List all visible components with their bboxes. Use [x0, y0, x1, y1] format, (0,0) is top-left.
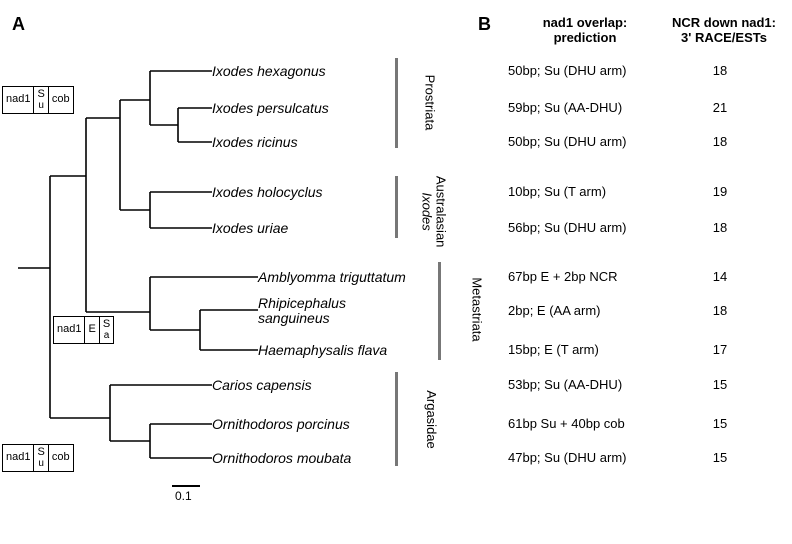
species-9: Ornithodoros porcinus	[212, 416, 350, 432]
row-1-ncr: 21	[700, 100, 740, 115]
row-4-ncr: 18	[700, 220, 740, 235]
species-2: Ixodes ricinus	[212, 134, 298, 150]
row-6-overlap: 2bp; E (AA arm)	[508, 303, 600, 318]
row-7-ncr: 17	[700, 342, 740, 357]
row-1-overlap: 59bp; Su (AA-DHU)	[508, 100, 622, 115]
species-1: Ixodes persulcatus	[212, 100, 329, 116]
row-9-overlap: 61bp Su + 40bp cob	[508, 416, 625, 431]
row-0-overlap: 50bp; Su (DHU arm)	[508, 63, 626, 78]
row-3-overlap: 10bp; Su (T arm)	[508, 184, 606, 199]
row-6-ncr: 18	[700, 303, 740, 318]
row-8-ncr: 15	[700, 377, 740, 392]
row-2-overlap: 50bp; Su (DHU arm)	[508, 134, 626, 149]
row-10-overlap: 47bp; Su (DHU arm)	[508, 450, 626, 465]
group-bar-2	[438, 262, 441, 360]
row-5-overlap: 67bp E + 2bp NCR	[508, 269, 617, 284]
row-3-ncr: 19	[700, 184, 740, 199]
row-9-ncr: 15	[700, 416, 740, 431]
species-7: Haemaphysalis flava	[258, 342, 387, 358]
row-0-ncr: 18	[700, 63, 740, 78]
group-label-3: Argasidae	[424, 390, 439, 449]
group-label-2: Metastriata	[470, 277, 485, 341]
group-bar-0	[395, 58, 398, 148]
species-8: Carios capensis	[212, 377, 312, 393]
col2-header-text: NCR down nad1: 3' RACE/ESTs	[672, 15, 776, 45]
group-bar-3	[395, 372, 398, 466]
species-0: Ixodes hexagonus	[212, 63, 326, 79]
row-2-ncr: 18	[700, 134, 740, 149]
group-label-1: AustralasianIxodes	[420, 176, 447, 248]
group-bar-1	[395, 176, 398, 238]
row-4-overlap: 56bp; Su (DHU arm)	[508, 220, 626, 235]
species-4: Ixodes uriae	[212, 220, 288, 236]
row-10-ncr: 15	[700, 450, 740, 465]
row-7-overlap: 15bp; E (T arm)	[508, 342, 599, 357]
row-8-overlap: 53bp; Su (AA-DHU)	[508, 377, 622, 392]
col1-header-text: nad1 overlap: prediction	[543, 15, 628, 45]
scale-bar-line	[172, 485, 200, 487]
species-10: Ornithodoros moubata	[212, 450, 351, 466]
scale-bar-label: 0.1	[175, 489, 192, 503]
row-5-ncr: 14	[700, 269, 740, 284]
species-6: Rhipicephalussanguineus	[258, 296, 346, 325]
species-3: Ixodes holocyclus	[212, 184, 323, 200]
species-5: Amblyomma triguttatum	[258, 269, 406, 285]
col1-header: nad1 overlap: prediction	[505, 16, 665, 46]
col2-header: NCR down nad1: 3' RACE/ESTs	[660, 16, 788, 46]
group-label-0: Prostriata	[422, 75, 437, 131]
